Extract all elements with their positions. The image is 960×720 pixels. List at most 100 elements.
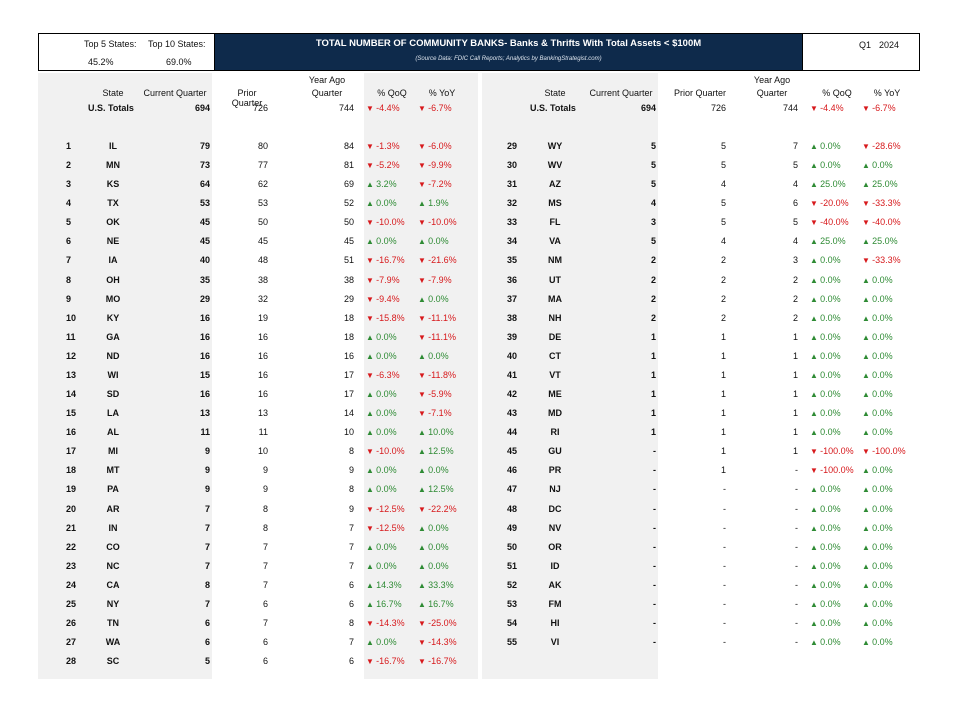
current-quarter-cell: - [653, 503, 656, 514]
right-totals-label: U.S. Totals [530, 103, 576, 113]
current-quarter-cell: 1 [650, 389, 656, 400]
percent-value: -11.8% [428, 369, 456, 380]
yoy-cell: ▲ 0.0% [862, 523, 912, 534]
left-col-header-ya: Year Ago [308, 75, 346, 85]
rank-cell: 55 [507, 637, 518, 648]
qoq-cell: ▲ 0.0% [810, 255, 864, 266]
down-arrow-icon: ▼ [418, 275, 429, 285]
yoy-cell: ▼ -10.0% [418, 217, 466, 228]
right-totals-current: 694 [640, 103, 656, 113]
yoy-cell: ▲ 12.5% [418, 484, 466, 495]
rank-cell: 54 [507, 618, 518, 628]
current-quarter-cell: - [653, 637, 656, 648]
rank-cell: 34 [507, 236, 518, 247]
left-col-header-ya: Quarter [311, 88, 343, 98]
yoy-cell: ▲ 0.0% [862, 408, 912, 419]
state-cell: UT [549, 274, 561, 285]
down-arrow-icon: ▼ [862, 256, 873, 266]
percent-value: -5.2% [376, 160, 400, 171]
current-quarter-cell: 7 [204, 598, 210, 609]
qoq-cell: ▼ -1.3% [366, 141, 418, 152]
percent-value: -9.4% [376, 293, 400, 304]
rank-cell: 45 [507, 446, 518, 457]
rank-cell: 30 [507, 160, 518, 171]
prior-quarter-cell: - [723, 579, 726, 590]
up-arrow-icon: ▲ [418, 351, 429, 361]
up-arrow-icon: ▲ [418, 447, 429, 457]
down-arrow-icon: ▼ [418, 638, 429, 648]
percent-value: 0.0% [872, 312, 893, 323]
right-col-header-state: State [544, 88, 566, 98]
qoq-cell: ▼ -10.0% [366, 446, 418, 457]
rank-cell: 52 [507, 579, 518, 590]
yoy-cell: ▲ 0.0% [418, 523, 466, 534]
year-ago-cell: - [795, 598, 798, 609]
qoq-cell: ▼ -5.2% [366, 160, 418, 171]
prior-quarter-cell: - [723, 503, 726, 514]
percent-value: 0.0% [428, 541, 449, 552]
up-arrow-icon: ▲ [418, 237, 429, 247]
title-banner: TOTAL NUMBER OF COMMUNITY BANKS- Banks &… [215, 34, 802, 70]
up-arrow-icon: ▲ [862, 638, 873, 648]
state-cell: MS [548, 198, 562, 209]
current-quarter-cell: 5 [650, 179, 656, 190]
state-cell: TX [107, 198, 119, 209]
percent-value: 0.0% [820, 389, 841, 400]
percent-value: -5.9% [428, 389, 452, 400]
state-cell: MN [106, 160, 120, 171]
year-ago-cell: 3 [792, 255, 798, 266]
down-arrow-icon: ▼ [366, 313, 377, 323]
percent-value: 16.7% [376, 598, 402, 609]
year-ago-cell: 4 [792, 236, 798, 247]
prior-quarter-cell: - [723, 484, 726, 495]
yoy-cell: ▲ 0.0% [862, 599, 912, 610]
state-cell: SC [106, 656, 120, 667]
up-arrow-icon: ▲ [418, 428, 429, 438]
up-arrow-icon: ▲ [862, 161, 873, 171]
prior-quarter-cell: 2 [720, 255, 726, 266]
year-ago-cell: 5 [792, 160, 798, 171]
yoy-cell: ▼ -40.0% [862, 217, 912, 228]
percent-value: 0.0% [376, 427, 397, 438]
percent-value: -40.0% [872, 217, 901, 228]
state-cell: TN [107, 618, 119, 628]
left-totals-prior: 726 [252, 103, 268, 113]
state-cell: NE [106, 236, 120, 247]
down-arrow-icon: ▼ [418, 218, 429, 228]
qoq-cell: ▲ 0.0% [366, 198, 418, 209]
rank-cell: 11 [66, 331, 76, 342]
current-quarter-cell: 1 [650, 369, 656, 380]
prior-quarter-cell: 1 [720, 369, 726, 380]
current-quarter-cell: 16 [199, 389, 210, 400]
percent-value: 10.0% [428, 427, 454, 438]
up-arrow-icon: ▲ [810, 313, 821, 323]
state-cell: WV [547, 160, 563, 171]
current-quarter-cell: 2 [650, 293, 656, 304]
up-arrow-icon: ▲ [366, 390, 377, 400]
down-arrow-icon: ▼ [366, 218, 377, 228]
percent-value: -14.3% [428, 637, 457, 648]
percent-value: 12.5% [428, 484, 454, 495]
state-cell: WA [105, 637, 121, 648]
current-quarter-cell: 9 [204, 465, 210, 476]
yoy-cell: ▲ 0.0% [862, 332, 912, 343]
percent-value: -20.0% [820, 198, 849, 209]
up-arrow-icon: ▲ [810, 351, 821, 361]
year-ago-cell: 2 [792, 312, 798, 323]
rank-cell: 7 [66, 255, 72, 266]
percent-value: 0.0% [872, 579, 893, 590]
state-cell: SD [106, 389, 120, 400]
qoq-cell: ▲ 0.0% [810, 523, 864, 534]
year-ago-cell: 17 [343, 369, 354, 380]
prior-quarter-cell: 19 [257, 312, 268, 323]
up-arrow-icon: ▲ [810, 332, 821, 342]
year-ago-cell: 1 [792, 369, 798, 380]
prior-quarter-cell: - [723, 541, 726, 552]
prior-quarter-cell: 10 [257, 446, 268, 457]
percent-value: -10.0% [428, 217, 457, 228]
rank-cell: 4 [66, 198, 72, 209]
left-totals-qoq: ▼ -4.4% [366, 103, 418, 114]
percent-value: 0.0% [872, 560, 893, 571]
rank-cell: 38 [507, 312, 518, 323]
percent-value: -15.8% [376, 312, 405, 323]
